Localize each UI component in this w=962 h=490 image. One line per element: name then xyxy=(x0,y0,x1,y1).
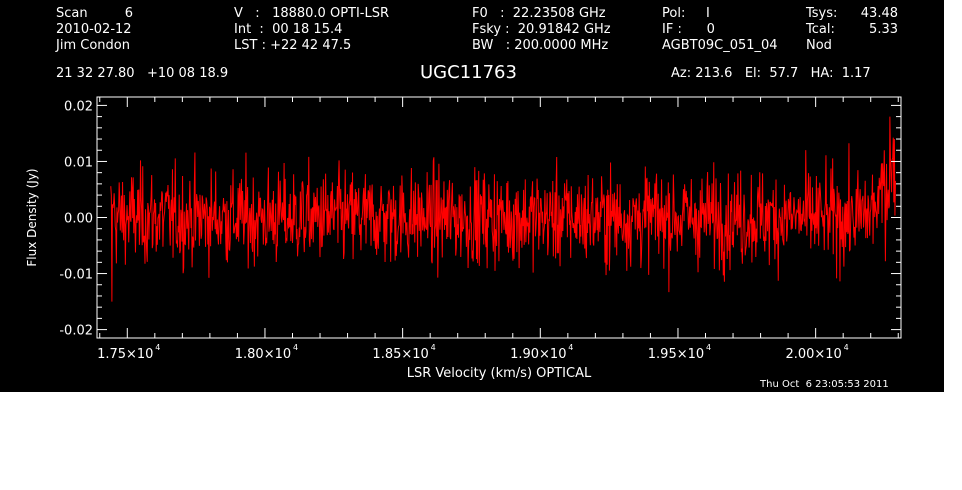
velocity-label: V : 18880.0 OPTI-LSR xyxy=(234,6,390,21)
lst-label: LST : +22 42 47.5 xyxy=(234,38,352,53)
tsys-label: Tsys: xyxy=(806,6,838,21)
tsys-value: 43.48 xyxy=(860,6,898,21)
y-tick-label-4: -0.02 xyxy=(59,324,93,339)
scan-label: Scan 6 xyxy=(56,6,134,21)
x-tick-exponent-2: 4 xyxy=(431,343,436,352)
x-tick-label-1: 1.80×10 xyxy=(235,347,291,362)
x-tick-label-4: 1.95×10 xyxy=(648,347,704,362)
x-tick-label-3: 1.90×10 xyxy=(510,347,566,362)
source-name: UGC11763 xyxy=(420,62,517,83)
tcal-value: 5.33 xyxy=(869,22,898,37)
sky-freq-label: Fsky : 20.91842 GHz xyxy=(472,22,611,37)
integration-label: Int : 00 18 15.4 xyxy=(234,22,343,37)
plot-panel: Scan 6 2010-02-12 Jim Condon V : 18880.0… xyxy=(0,0,944,392)
x-tick-exponent-0: 4 xyxy=(155,343,160,352)
x-tick-exponent-4: 4 xyxy=(706,343,711,352)
y-tick-label-1: 0.01 xyxy=(64,155,93,170)
rest-freq-label: F0 : 22.23508 GHz xyxy=(472,6,606,21)
coordinates-label: 21 32 27.80 +10 08 18.9 xyxy=(56,66,229,81)
polarization-label: Pol: I xyxy=(662,6,710,21)
y-axis-label: Flux Density (Jy) xyxy=(25,168,39,266)
x-tick-exponent-3: 4 xyxy=(568,343,573,352)
spectrum-chart: 1.75×10 4 1.80×10 4 1.85×10 4 1.90×10 4 1.95×10 4… xyxy=(25,96,902,381)
x-tick-exponent-1: 4 xyxy=(293,343,298,352)
series-line-0 xyxy=(110,116,896,302)
y-tick-label-3: -0.01 xyxy=(59,268,93,283)
x-tick-exponent-5: 4 xyxy=(844,343,849,352)
timestamp-label: Thu Oct 6 23:05:53 2011 xyxy=(760,379,889,390)
nod-label: Nod xyxy=(806,38,832,53)
observer-label: Jim Condon xyxy=(56,38,130,53)
x-axis-label: LSR Velocity (km/s) OPTICAL xyxy=(407,366,592,381)
y-tick-label-0: 0.02 xyxy=(64,99,93,114)
az-el-ha-label: Az: 213.6 El: 57.7 HA: 1.17 xyxy=(671,66,871,81)
y-tick-label-2: 0.00 xyxy=(64,212,93,227)
if-label: IF : 0 xyxy=(662,22,715,37)
x-tick-label-0: 1.75×10 xyxy=(97,347,153,362)
project-label: AGBT09C_051_04 xyxy=(662,38,778,53)
tcal-label: Tcal: xyxy=(806,22,835,37)
x-tick-label-2: 1.85×10 xyxy=(372,347,428,362)
bandwidth-label: BW : 200.0000 MHz xyxy=(472,38,609,53)
date-label: 2010-02-12 xyxy=(56,22,132,37)
x-tick-label-5: 2.00×10 xyxy=(785,347,841,362)
